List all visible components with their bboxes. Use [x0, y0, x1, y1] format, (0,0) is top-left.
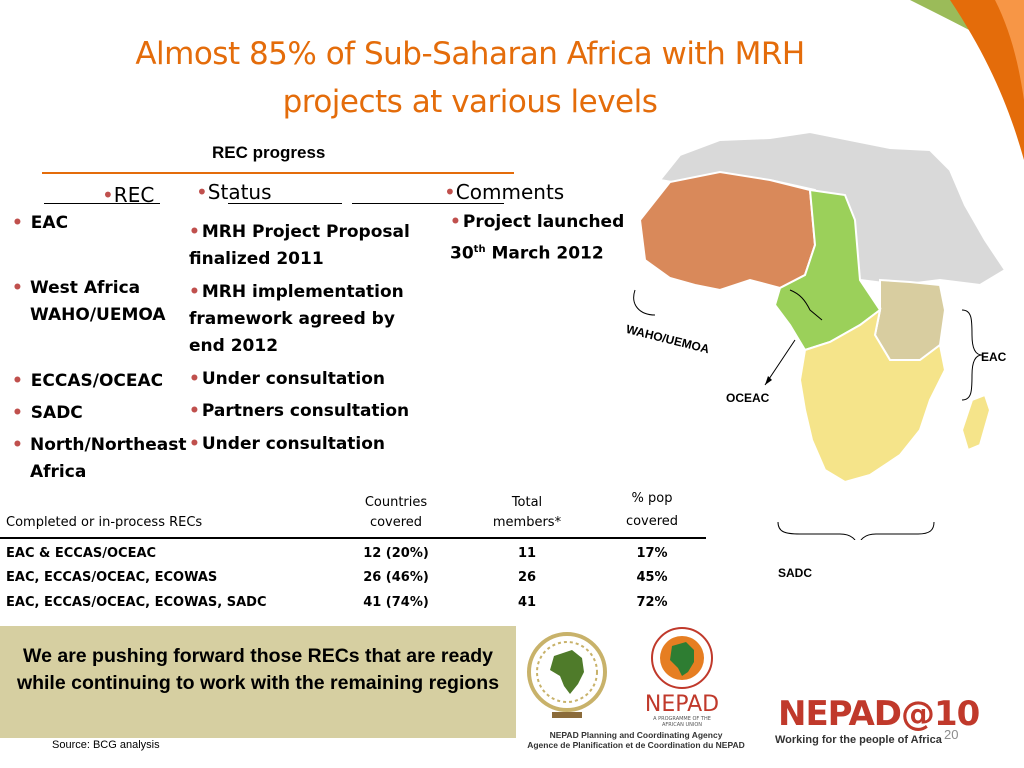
- rec-item: • SADC: [12, 403, 83, 423]
- african-union-logo: [524, 628, 610, 722]
- status-item: • Partners consultation: [189, 401, 410, 421]
- status-item: • MRH implementation framework agreed by …: [189, 282, 404, 356]
- map-region-waho: [638, 170, 817, 292]
- corner-swoosh: [910, 0, 1024, 160]
- map-label-oceac: OCEAC: [726, 391, 770, 405]
- map-region-sadc: [798, 307, 947, 484]
- callout-box: We are pushing forward those RECs that a…: [0, 626, 516, 738]
- table-header-recs: Completed or in-process RECs: [6, 515, 203, 530]
- page-number: 20: [944, 727, 959, 742]
- table-header-rule: [0, 537, 706, 539]
- rec-item: • North/Northeast Africa: [12, 435, 187, 482]
- rec-item: • West Africa WAHO/UEMOA: [12, 278, 166, 325]
- map-label-eac: EAC: [981, 350, 1007, 364]
- comments-item: • Project launched 30th March 2012: [450, 212, 625, 264]
- nepad-tagline: Working for the people of Africa: [775, 734, 942, 746]
- status-item: • MRH Project Proposal finalized 2011: [189, 222, 410, 269]
- rec-item: • EAC: [12, 213, 69, 233]
- waho-bracket: [633, 289, 656, 316]
- status-item: • Under consultation: [189, 369, 386, 389]
- page-title: Almost 85% of Sub-Saharan Africa with MR…: [40, 30, 900, 126]
- sadc-bracket: [777, 521, 935, 540]
- comments-heading-line: [352, 203, 504, 204]
- nepad-at-10-logo: NEPAD@10: [778, 694, 980, 734]
- table-header-members: Total members*: [492, 495, 562, 530]
- oceac-arrow: [764, 339, 796, 386]
- map-region-madagascar: [960, 393, 992, 452]
- section-subtitle: REC progress: [212, 143, 326, 162]
- status-heading-line: [228, 203, 342, 204]
- title-line-1: Almost 85% of Sub-Saharan Africa with MR…: [135, 36, 805, 72]
- rec-item: • ECCAS/OCEAC: [12, 371, 164, 391]
- agency-name: NEPAD Planning and Coordinating Agency A…: [527, 730, 745, 750]
- africa-map: [633, 130, 1007, 540]
- waho-bracket: [789, 289, 823, 321]
- source-note: Source: BCG analysis: [52, 739, 160, 751]
- table-header-countries: Countries covered: [364, 495, 428, 530]
- nepad-logo: NEPAD A PROGRAMME OF THE AFRICAN UNION: [642, 624, 722, 728]
- map-label-sadc: SADC: [778, 566, 813, 580]
- status-item: • Under consultation: [189, 434, 386, 454]
- nepad-logo-subtext: A PROGRAMME OF THE AFRICAN UNION: [653, 716, 711, 728]
- rec-heading-line: [44, 203, 160, 204]
- nepad-logo-text: NEPAD: [644, 692, 720, 717]
- column-heading-status: •Status: [196, 180, 272, 204]
- column-heading-comments: •Comments: [444, 180, 565, 204]
- subtitle-rule: [42, 172, 514, 174]
- title-line-2: projects at various levels: [282, 84, 658, 120]
- table-header-pop: % pop covered: [625, 491, 679, 529]
- eac-bracket: [961, 309, 983, 401]
